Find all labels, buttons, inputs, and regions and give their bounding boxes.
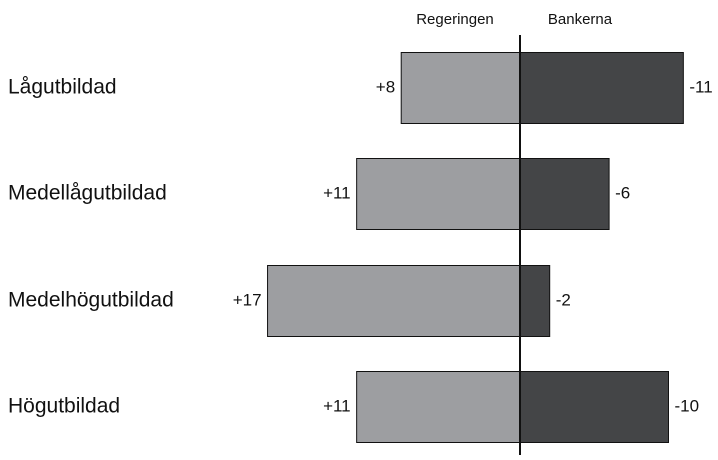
category-label-medelhogutbildad: Medelhögutbildad (8, 289, 174, 312)
data-label-regeringen-hogutbildad: +11 (323, 396, 351, 415)
data-label-bankerna-hogutbildad: -10 (675, 396, 700, 415)
legend-label-regeringen: Regeringen (416, 11, 494, 28)
data-label-regeringen-medelhogutbildad: +17 (233, 290, 262, 309)
data-label-regeringen-medellagutbildad: +11 (323, 183, 351, 202)
bar-regeringen-hogutbildad (356, 371, 521, 443)
data-label-bankerna-medellagutbildad: -6 (615, 183, 630, 202)
bar-bankerna-lagutbildad (519, 52, 684, 124)
legend: Regeringen Bankerna (416, 11, 613, 28)
legend-label-bankerna: Bankerna (548, 11, 613, 28)
bar-bankerna-medelhogutbildad (519, 265, 551, 337)
bar-regeringen-medellagutbildad (356, 158, 521, 230)
bar-regeringen-medelhogutbildad (267, 265, 521, 337)
bar-bankerna-medellagutbildad (519, 158, 610, 230)
category-label-hogutbildad: Högutbildad (8, 395, 120, 418)
category-label-medellagutbildad: Medellågutbildad (8, 182, 167, 205)
data-label-regeringen-lagutbildad: +8 (376, 77, 395, 96)
labels: Lågutbildad +8 -11 Medellågutbildad +11 -6 Med… (8, 76, 713, 418)
data-label-bankerna-medelhogutbildad: -2 (556, 290, 571, 309)
category-label-lagutbildad: Lågutbildad (8, 76, 117, 99)
bars (267, 52, 684, 443)
data-label-bankerna-lagutbildad: -11 (689, 77, 712, 96)
bar-regeringen-lagutbildad (400, 52, 521, 124)
bar-bankerna-hogutbildad (519, 371, 669, 443)
